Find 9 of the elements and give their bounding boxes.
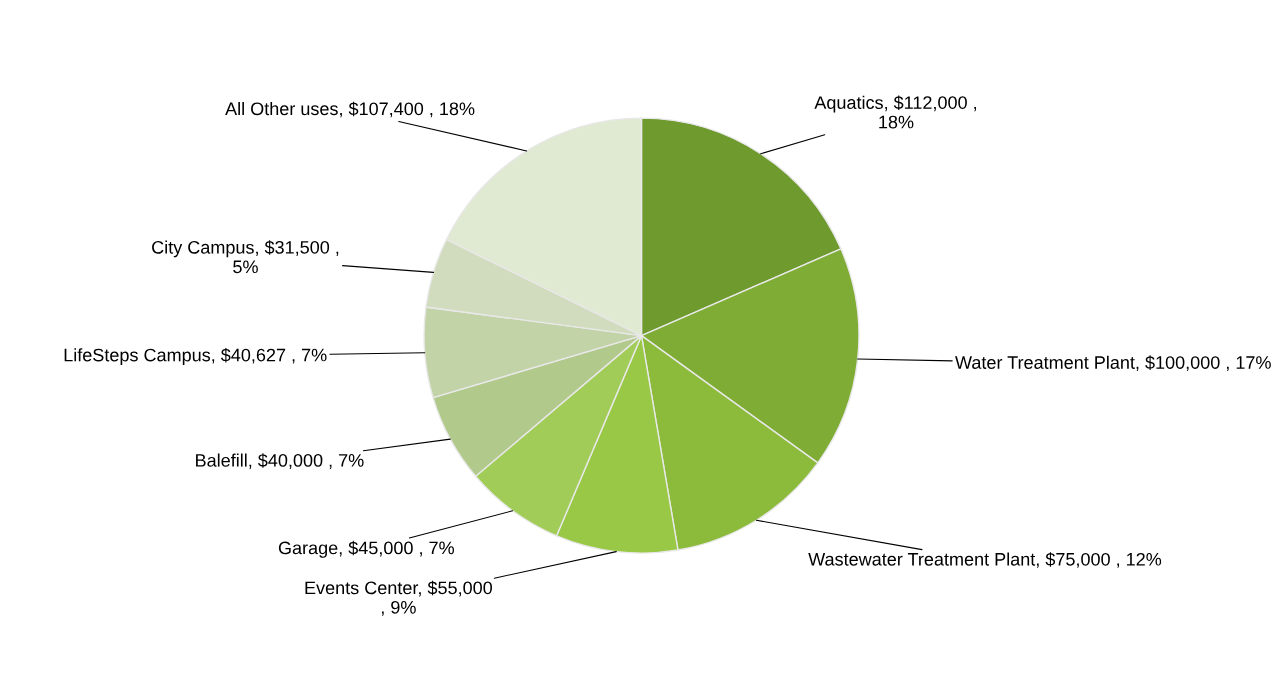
slice-label: Garage, $45,000 , 7%	[278, 540, 454, 558]
slice-label: Aquatics, $112,000 , 18%	[814, 95, 976, 129]
slice-label: LifeSteps Campus, $40,627 , 7%	[64, 347, 327, 365]
slice-label: Wastewater Treatment Plant, $75,000 , 12%	[808, 552, 1162, 568]
slice-label: Balefill, $40,000 , 7%	[196, 453, 364, 469]
slice-label: City Campus, $31,500 , 5%	[152, 240, 339, 274]
slice-label: All Other uses, $107,400 , 18%	[225, 101, 475, 118]
slice-label: Events Center, $55,000 , 9%	[305, 580, 493, 616]
slice-label: Water Treatment Plant, $100,000 , 17%	[955, 355, 1271, 372]
